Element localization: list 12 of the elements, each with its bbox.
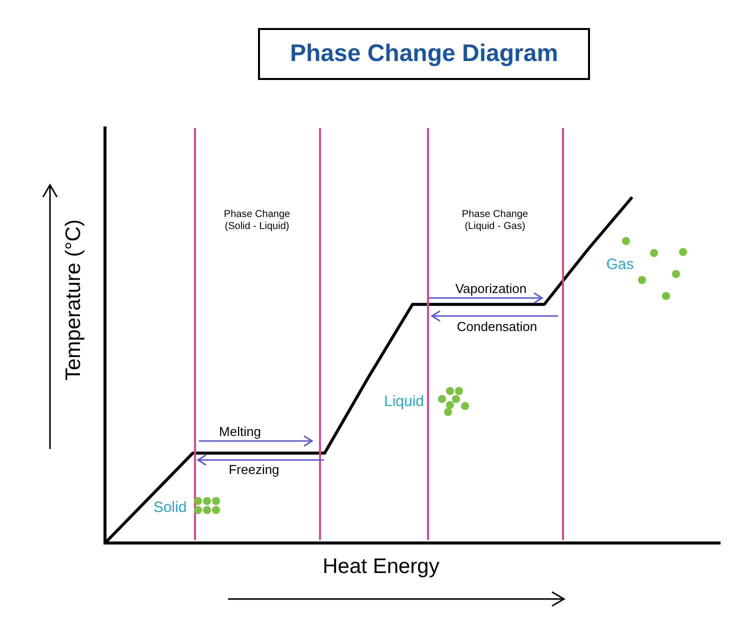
annotation: Freezing	[228, 462, 280, 478]
annotation: Vaporization	[455, 281, 527, 297]
annotation: Solid	[153, 499, 187, 517]
annotation: Liquid	[384, 393, 424, 411]
annotation: Melting	[219, 424, 261, 440]
annotation: Phase Change (Liquid - Gas)	[462, 209, 528, 233]
annotation: Phase Change (Solid - Liquid)	[224, 209, 290, 233]
chart-title: Phase Change Diagram	[258, 28, 590, 80]
annotation: Condensation	[456, 319, 538, 335]
annotation: Gas	[606, 256, 634, 274]
y-axis-title: Temperature (°C)	[62, 219, 86, 381]
x-axis-title: Heat Energy	[322, 555, 440, 578]
